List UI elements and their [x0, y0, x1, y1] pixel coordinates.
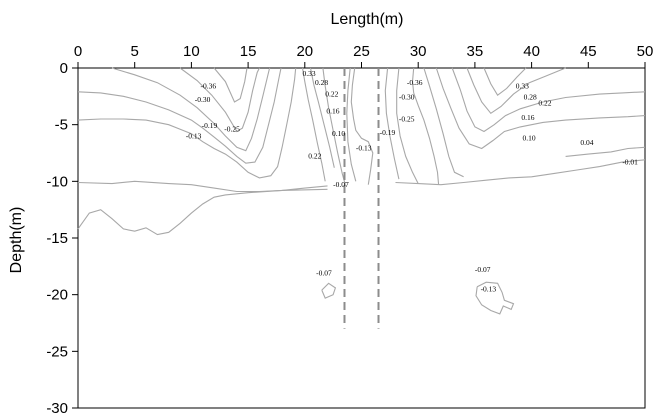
plot-frame	[77, 67, 646, 409]
contour-line	[483, 67, 527, 97]
contour-line	[396, 67, 419, 184]
contour-label: 0.28	[524, 93, 537, 102]
contour-line	[179, 67, 260, 133]
contour-labels: -0.36-0.30-0.19 -0.25-0.130.330.280.220.1…	[186, 69, 638, 293]
contour-label: 0.22	[308, 152, 321, 161]
x-tick-label: 50	[637, 43, 654, 60]
x-tick-label: 35	[467, 43, 484, 60]
y-tick-label: -20	[46, 287, 68, 304]
contour-label: -0.13	[481, 284, 497, 293]
x-tick-label: 15	[240, 43, 257, 60]
y-tick-label: 0	[60, 60, 68, 77]
contour-line	[395, 159, 646, 186]
contour-line	[111, 67, 271, 152]
contour-label: -0.01	[622, 157, 638, 166]
contour-label: 0.33	[303, 69, 316, 78]
x-tick-label: 30	[410, 43, 427, 60]
contour-label: 0.04	[580, 138, 593, 147]
x-tick-label: 5	[131, 43, 139, 60]
contour-line	[321, 282, 337, 299]
contour-line	[466, 67, 566, 115]
contour-line	[77, 180, 328, 193]
contour-label: 0.10	[332, 129, 345, 138]
contour-label: -0.25	[399, 114, 415, 123]
contour-label: -0.19	[202, 121, 218, 130]
x-tick-label: 40	[523, 43, 540, 60]
contour-line	[565, 146, 646, 157]
contour-line	[346, 67, 357, 182]
contour-line	[350, 67, 374, 185]
y-tick-label: -5	[55, 117, 68, 134]
contour-label: 0.33	[516, 81, 529, 90]
y-tick-label: -25	[46, 343, 68, 360]
contour-label: -0.36	[200, 81, 216, 90]
x-axis: 0 5 10 15 20 25 30 35 40 45 50	[74, 43, 654, 68]
contour-label: -0.07	[316, 268, 332, 277]
contour-line	[384, 67, 400, 180]
contour-label: 0.28	[315, 78, 328, 87]
x-axis-title: Length(m)	[331, 11, 404, 28]
y-axis-title: Depth(m)	[8, 207, 25, 274]
contour-label: 0.10	[523, 134, 536, 143]
x-tick-label: 20	[296, 43, 313, 60]
contour-line	[322, 67, 347, 187]
contour-line	[77, 67, 297, 179]
contour-label: 0.22	[325, 89, 338, 98]
contour-line	[451, 67, 646, 133]
contour-line	[475, 281, 515, 315]
contour-line	[213, 67, 248, 103]
contour-label: -0.07	[475, 265, 491, 274]
y-tick-label: -15	[46, 230, 68, 247]
contour-line	[435, 67, 646, 150]
contour-label: -0.19	[380, 128, 396, 137]
contour-line	[77, 67, 282, 164]
contour-line	[411, 67, 440, 185]
y-tick-label: -10	[46, 173, 68, 190]
contour-label: -0.25	[224, 124, 240, 133]
contour-label: -0.36	[407, 78, 423, 87]
x-tick-label: 45	[580, 43, 597, 60]
x-tick-label: 10	[183, 43, 200, 60]
y-axis: 0 -5 -10 -15 -20 -25 -30	[46, 60, 78, 416]
pile-lines	[343, 68, 380, 329]
contour-label: 0.16	[326, 106, 339, 115]
contour-label: -0.30	[399, 93, 415, 102]
x-tick-label: 25	[353, 43, 370, 60]
contour-line	[309, 67, 335, 168]
contour-line	[423, 67, 464, 178]
contour-label: -0.13	[356, 144, 372, 153]
contour-label: 0.16	[521, 113, 534, 122]
contour-label: -0.13	[186, 131, 202, 140]
contour-label: -0.07	[333, 180, 349, 189]
contour-label: -0.30	[195, 95, 211, 104]
contour-line	[301, 67, 326, 182]
contour-line	[77, 188, 328, 236]
y-tick-label: -30	[46, 400, 68, 416]
contour-lines	[77, 67, 646, 315]
contour-label: 0.22	[538, 98, 551, 107]
x-tick-label: 0	[74, 43, 82, 60]
plot-area: -0.36-0.30-0.19 -0.25-0.130.330.280.220.1…	[77, 67, 646, 409]
